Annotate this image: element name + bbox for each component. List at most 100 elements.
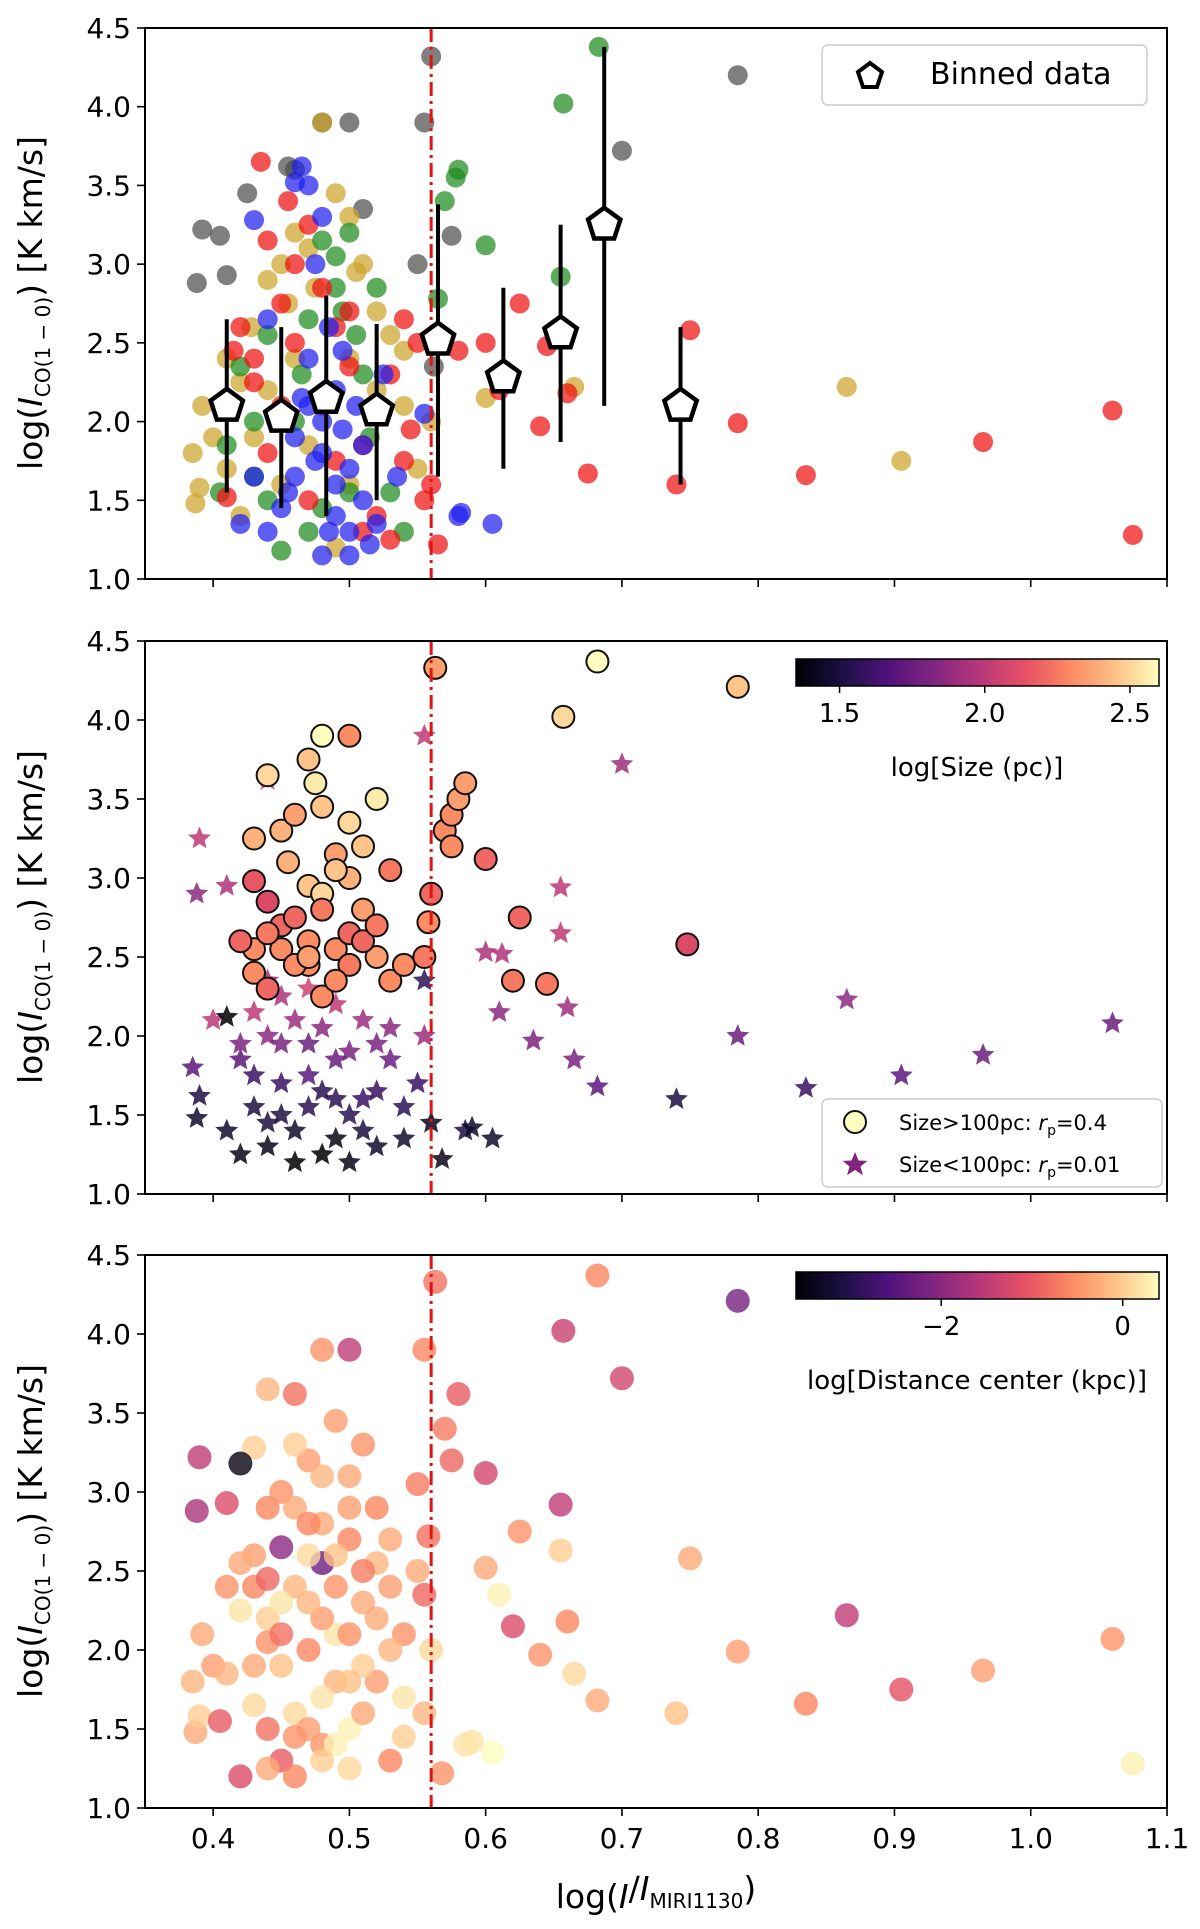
distance-point xyxy=(889,1677,914,1702)
star-point xyxy=(188,1084,211,1106)
size-colorbar-label: log[Size (pc)] xyxy=(891,753,1064,783)
distance-point xyxy=(296,1590,321,1615)
distance-point xyxy=(269,1622,294,1647)
distance-point xyxy=(184,1498,209,1523)
distance-point xyxy=(548,1492,573,1517)
point-gold xyxy=(891,450,912,471)
distance-point xyxy=(187,1445,212,1470)
distance-point xyxy=(282,1701,307,1726)
point-red xyxy=(414,490,435,511)
point-gold xyxy=(346,262,367,283)
point-blue xyxy=(244,210,265,231)
star-point xyxy=(283,1118,307,1141)
star-point xyxy=(521,1028,545,1051)
point-blue xyxy=(353,490,374,511)
point-red xyxy=(400,419,421,440)
distance-colorbar: −2 0 log[Distance center (kpc)] xyxy=(795,1271,1160,1396)
point-green xyxy=(475,235,496,256)
circle-point xyxy=(255,889,280,914)
point-grey xyxy=(237,183,258,204)
star-point xyxy=(794,1076,818,1098)
point-gold xyxy=(836,376,857,397)
point-blue xyxy=(332,419,353,440)
distance-point xyxy=(391,1724,416,1749)
star-point xyxy=(229,1142,252,1165)
point-green xyxy=(271,540,292,561)
point-red xyxy=(339,356,360,377)
star-point xyxy=(726,1024,750,1046)
distance-point xyxy=(255,1377,280,1402)
point-red xyxy=(278,191,299,212)
panel-bottom-marks xyxy=(180,1263,1145,1789)
point-grey xyxy=(727,65,748,86)
x-tick-label: 1.0 xyxy=(1008,1822,1053,1855)
star-point xyxy=(324,1047,348,1070)
distance-point xyxy=(323,1574,348,1599)
panel-bottom-x-ticks: 0.4 0.5 0.6 0.7 0.8 0.9 1.0 1.1 xyxy=(191,1808,1189,1855)
point-green xyxy=(339,222,360,243)
distance-point xyxy=(337,1669,362,1694)
point-gold xyxy=(185,493,206,514)
point-blue xyxy=(244,466,265,487)
point-red xyxy=(380,529,401,550)
point-red xyxy=(244,372,265,393)
y-tick-label: 3.0 xyxy=(86,248,131,281)
distance-point xyxy=(337,1464,362,1489)
binned-point xyxy=(541,313,580,350)
panel-top-axes-border xyxy=(144,27,1168,580)
circle-point xyxy=(364,945,389,969)
distance-point xyxy=(430,1761,455,1786)
circle-point xyxy=(337,723,362,748)
size-colorbar-bar xyxy=(795,658,1160,687)
distance-point xyxy=(378,1574,403,1599)
size-legend-large-label: Size>100pc: rp=0.4 xyxy=(899,1111,1107,1139)
panel-top-x-ticks xyxy=(212,579,1168,587)
y-tick-label: 1.5 xyxy=(86,1099,131,1132)
circle-point xyxy=(453,771,478,796)
legend-binned-marker xyxy=(855,60,885,89)
distance-point xyxy=(323,1408,348,1433)
distance-point xyxy=(378,1638,403,1662)
distance-point xyxy=(255,1717,280,1741)
distance-point xyxy=(351,1559,376,1583)
y-tick-label: 2.0 xyxy=(86,1634,131,1667)
point-blue xyxy=(325,474,346,495)
circle-point xyxy=(255,921,280,946)
distance-point xyxy=(269,1535,294,1560)
distance-point xyxy=(412,1582,437,1607)
panel-bottom-ylabel: log(ICO(1 − 0)) [K km/s] xyxy=(11,1364,55,1698)
point-gold xyxy=(244,427,265,448)
circle-point xyxy=(378,858,403,883)
circle-point xyxy=(323,968,348,993)
distance-point xyxy=(282,1724,307,1749)
circle-point xyxy=(276,850,301,875)
star-point xyxy=(338,1150,361,1173)
circle-point xyxy=(242,869,267,894)
y-tick-label: 3.5 xyxy=(86,169,131,202)
point-green xyxy=(298,521,319,542)
point-blue xyxy=(312,411,333,432)
star-point xyxy=(412,723,436,746)
circle-point xyxy=(351,834,376,859)
y-tick-label: 2.5 xyxy=(86,1555,131,1588)
distance-point xyxy=(242,1653,267,1678)
panel-top-binned-overlay xyxy=(207,46,700,517)
point-blue xyxy=(414,403,435,424)
point-blue xyxy=(339,521,360,542)
point-blue xyxy=(318,521,339,542)
point-blue xyxy=(387,466,408,487)
point-gold xyxy=(182,443,203,464)
distance-point xyxy=(1120,1751,1145,1776)
star-point xyxy=(460,1115,484,1138)
distance-point xyxy=(971,1658,996,1683)
point-grey xyxy=(209,225,230,246)
star-point xyxy=(229,1031,252,1054)
point-blue xyxy=(451,502,472,523)
point-gold xyxy=(393,395,414,416)
star-point xyxy=(835,987,859,1010)
y-tick-label: 3.0 xyxy=(86,1476,131,1509)
circle-point xyxy=(423,655,448,680)
point-grey xyxy=(339,112,360,133)
point-red xyxy=(271,293,292,314)
distance-point xyxy=(337,1527,362,1552)
